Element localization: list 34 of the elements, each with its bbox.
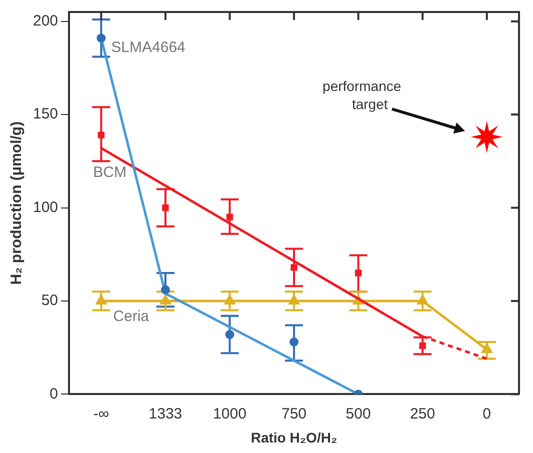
point xyxy=(95,294,107,304)
series-label: BCM xyxy=(93,164,127,182)
y-tick-label: 50 xyxy=(41,292,58,310)
x-tick-label: 1000 xyxy=(213,405,246,422)
x-tick-label: 500 xyxy=(346,405,371,422)
point xyxy=(226,214,234,220)
point xyxy=(416,294,428,304)
point xyxy=(160,294,172,304)
annotation: performance target xyxy=(322,78,402,112)
point xyxy=(96,34,106,43)
point xyxy=(98,132,104,138)
point xyxy=(288,294,300,304)
x-axis-title: Ratio H₂O/H₂ xyxy=(250,429,338,446)
point xyxy=(225,330,234,340)
point xyxy=(224,294,236,304)
series-label: SLMA4664 xyxy=(111,39,186,56)
point xyxy=(481,342,493,353)
x-tick-label: 1333 xyxy=(148,405,182,422)
y-tick-label: 0 xyxy=(50,385,58,402)
x-tick-label: 0 xyxy=(482,405,492,422)
y-axis-title: H₂ production (μmol/g) xyxy=(8,121,26,285)
series-label: Ceria xyxy=(113,308,150,326)
point xyxy=(470,120,503,153)
x-tick-label: -∞ xyxy=(93,405,110,422)
point xyxy=(290,264,298,271)
point xyxy=(290,337,299,346)
point xyxy=(354,270,362,276)
point xyxy=(162,204,169,212)
y-tick-label: 100 xyxy=(32,198,58,216)
x-tick-label: 250 xyxy=(410,405,436,422)
y-tick-label: 200 xyxy=(32,12,58,30)
y-tick-label: 150 xyxy=(32,106,58,123)
x-tick-label: 750 xyxy=(282,405,307,422)
point xyxy=(160,285,170,294)
